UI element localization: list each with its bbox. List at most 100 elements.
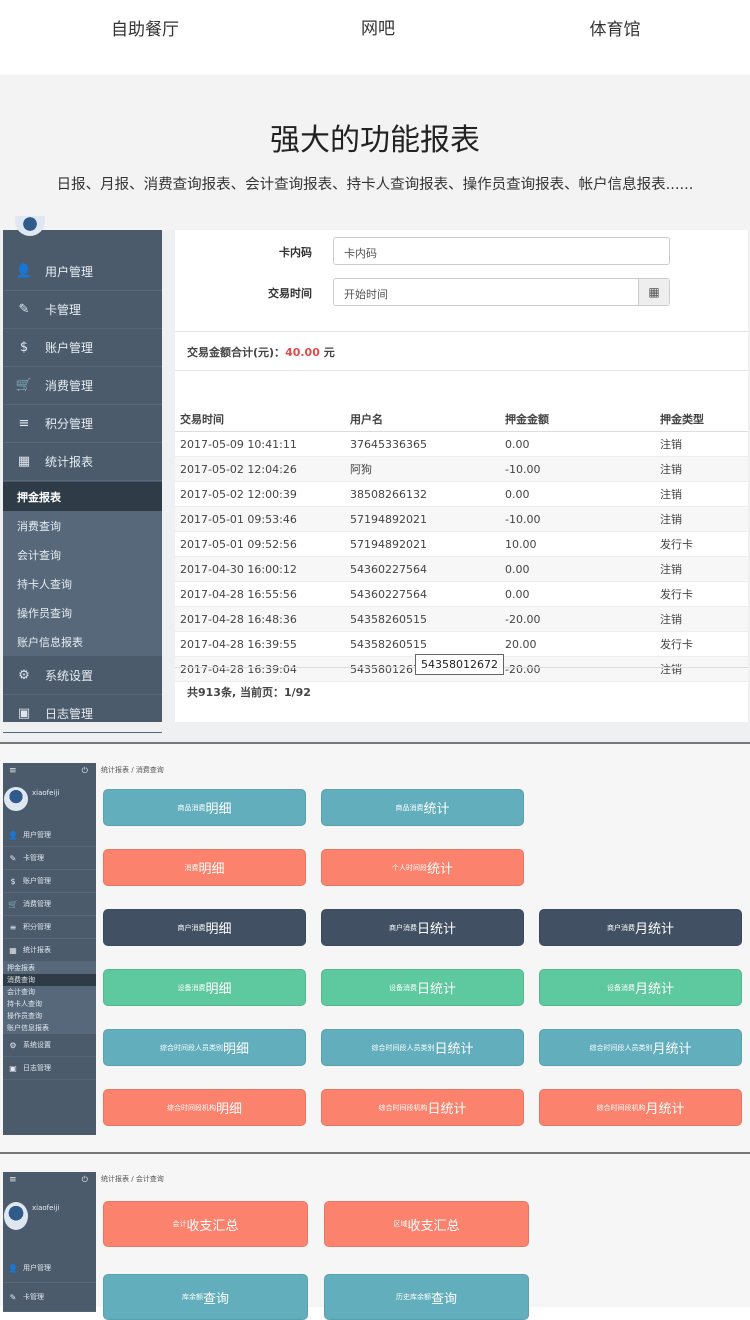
submenu-item[interactable]: 操作员查询 [3, 1010, 96, 1022]
user-icon: 👤 [15, 264, 33, 279]
table-cell: 2017-05-01 09:53:46 [175, 506, 345, 532]
sidebar-item[interactable]: ⚙ 系统设置 [3, 1034, 96, 1057]
time-label: 交易时间 [268, 287, 312, 300]
sidebar-item[interactable]: ✎ 卡管理 [3, 1283, 96, 1312]
table-row[interactable]: 2017-04-30 16:00:12 54360227564 0.00 注销 [175, 556, 748, 582]
breadcrumb: 统计报表 / 消费查询 [101, 765, 164, 775]
report-button[interactable]: 商户消费 月统计 [539, 909, 742, 946]
log-icon: ▣ [17, 706, 31, 721]
table-cell: 2017-04-30 16:00:12 [175, 556, 345, 582]
report-button[interactable]: 会计 收支汇总 [103, 1201, 308, 1247]
sidebar-item-label: 操作员查询 [7, 1012, 42, 1020]
table-row[interactable]: 2017-05-01 09:52:56 57194892021 10.00 发行卡 [175, 531, 748, 557]
sidebar-item[interactable]: 🛒 消费管理 [3, 367, 162, 405]
report-button[interactable]: 个人时间段 统计 [321, 849, 524, 886]
report-button[interactable]: 综合时间段人员类别 日统计 [321, 1029, 524, 1066]
report-button[interactable]: 设备消费 月统计 [539, 969, 742, 1006]
report-button[interactable]: 商品消费 统计 [321, 789, 524, 826]
button-prefix: 个人时间段 [391, 863, 427, 872]
table-cell: 2017-05-02 12:00:39 [175, 481, 345, 507]
button-prefix: 商户消费 [177, 923, 206, 932]
power-icon[interactable]: ⏻ [81, 1175, 88, 1184]
sidebar-item[interactable]: 👤 用户管理 [3, 824, 96, 847]
report-button[interactable]: 综合时间段人员类别 月统计 [539, 1029, 742, 1066]
power-icon[interactable]: ⏻ [81, 766, 88, 775]
sidebar-item[interactable]: $ 账户管理 [3, 870, 96, 893]
table-row[interactable]: 2017-05-01 09:53:46 57194892021 -10.00 注销 [175, 506, 748, 532]
table-cell: 57194892021 [345, 506, 500, 532]
report-button[interactable]: 设备消费 日统计 [321, 969, 524, 1006]
sidebar-item[interactable]: ≡ 积分管理 [3, 916, 96, 939]
table-row[interactable]: 2017-05-02 12:00:39 38508266132 0.00 注销 [175, 481, 748, 507]
sidebar-item[interactable]: ▦ 统计报表 [3, 939, 96, 962]
sidebar-item[interactable]: 👤 用户管理 [3, 253, 162, 291]
hero: 强大的功能报表 日报、月报、消费查询报表、会计查询报表、持卡人查询报表、操作员查… [0, 75, 750, 230]
report-button[interactable]: 库余额 查询 [103, 1274, 308, 1320]
submenu-item[interactable]: 账户信息报表 [3, 627, 162, 656]
sidebar-item[interactable]: ▣ 日志管理 [3, 1057, 96, 1080]
button-main-label: 日统计 [427, 1102, 467, 1117]
start-time-input[interactable]: 开始时间 ▦ [333, 278, 670, 306]
report-button[interactable]: 综合时间段机构 月统计 [539, 1089, 742, 1126]
table-row[interactable]: 2017-04-28 16:55:56 54360227564 0.00 发行卡 [175, 581, 748, 607]
screenshot-consumption-query: ≡ ⏻ xiaofeiji 👤 用户管理 ✎ 卡管理 $ 账户管理 🛒 消费管理 ≡ 积分管理 ▦ 统计报表… [0, 744, 750, 1152]
submenu-item[interactable]: 押金报表 [3, 482, 162, 511]
report-button[interactable]: 综合时间段人员类别 明细 [103, 1029, 306, 1066]
sidebar-item[interactable]: ≡ 积分管理 [3, 405, 162, 443]
submenu-item[interactable]: 押金报表 [3, 962, 96, 974]
report-button[interactable]: 历史库余额 查询 [324, 1274, 529, 1320]
button-main-label: 收支汇总 [407, 1218, 460, 1234]
submenu-item[interactable]: 持卡人查询 [3, 998, 96, 1010]
button-prefix: 综合时间段机构 [166, 1103, 216, 1112]
submenu-item[interactable]: 账户信息报表 [3, 1022, 96, 1034]
sidebar-item[interactable]: $ 账户管理 [3, 329, 162, 367]
card-icon: ✎ [9, 853, 17, 863]
table-row[interactable]: 2017-05-02 12:04:26 阿狗 -10.00 注销 [175, 456, 748, 482]
report-button[interactable]: 综合时间段机构 日统计 [321, 1089, 524, 1126]
report-button[interactable]: 设备消费 明细 [103, 969, 306, 1006]
menu-icon[interactable]: ≡ [9, 766, 17, 776]
button-prefix: 区域 [393, 1220, 408, 1228]
card-input[interactable]: 卡内码 [333, 237, 670, 265]
submenu-item[interactable]: 消费查询 [3, 974, 96, 986]
table-cell: 发行卡 [655, 531, 748, 557]
sidebar-item[interactable]: 👤 用户管理 [3, 1254, 96, 1283]
breadcrumb-item[interactable]: 统计报表 [101, 766, 129, 774]
button-prefix: 商户消费 [388, 923, 417, 932]
report-button[interactable]: 综合时间段机构 明细 [103, 1089, 306, 1126]
breadcrumb-item[interactable]: 统计报表 [101, 1175, 129, 1183]
table-cell: 54360227564 [345, 581, 500, 607]
report-button[interactable]: 商户消费 明细 [103, 909, 306, 946]
sidebar-item[interactable]: ✎ 卡管理 [3, 291, 162, 329]
column-header: 用户名 [345, 407, 500, 432]
sidebar-item-label: 积分管理 [23, 923, 51, 931]
button-main-label: 明细 [198, 862, 225, 877]
submenu-item[interactable]: 会计查询 [3, 540, 162, 569]
sidebar-item-label: 消费管理 [45, 379, 94, 393]
table-cell: 2017-04-28 16:48:36 [175, 606, 345, 632]
report-button[interactable]: 消费 明细 [103, 849, 306, 886]
submenu-item[interactable]: 消费查询 [3, 511, 162, 540]
submenu-item[interactable]: 会计查询 [3, 986, 96, 998]
table-row[interactable]: 2017-04-28 16:39:55 54358260515 20.00 发行卡 [175, 631, 748, 657]
table-cell: 2017-05-01 09:52:56 [175, 531, 345, 557]
menu-icon[interactable]: ≡ [9, 1175, 17, 1185]
calendar-icon[interactable]: ▦ [638, 279, 669, 305]
table-row[interactable]: 2017-05-09 10:41:11 37645336365 0.00 注销 [175, 431, 748, 457]
table-row[interactable]: 2017-04-28 16:48:36 54358260515 -20.00 注销 [175, 606, 748, 632]
submenu-item[interactable]: 操作员查询 [3, 598, 162, 627]
report-button[interactable]: 商品消费 明细 [103, 789, 306, 826]
sidebar-item[interactable]: ✎ 卡管理 [3, 847, 96, 870]
report-button[interactable]: 区域 收支汇总 [324, 1201, 529, 1247]
scene-tab: 体育馆 [589, 20, 641, 40]
sidebar: ≡ ⏻ xiaofeiji 👤 用户管理 ✎ 卡管理 [3, 1172, 96, 1312]
sidebar-item[interactable]: ⚙ 系统设置 [3, 657, 162, 695]
sidebar-item[interactable]: 🛒 消费管理 [3, 893, 96, 916]
sidebar-item[interactable]: ▦ 统计报表 [3, 443, 162, 481]
table-cell: 2017-05-02 12:04:26 [175, 456, 345, 482]
sidebar-item-label: 日志管理 [23, 1064, 51, 1072]
user-icon: 👤 [8, 830, 18, 840]
sidebar-item[interactable]: ▣ 日志管理 [3, 695, 162, 733]
report-button[interactable]: 商户消费 日统计 [321, 909, 524, 946]
submenu-item[interactable]: 持卡人查询 [3, 569, 162, 598]
